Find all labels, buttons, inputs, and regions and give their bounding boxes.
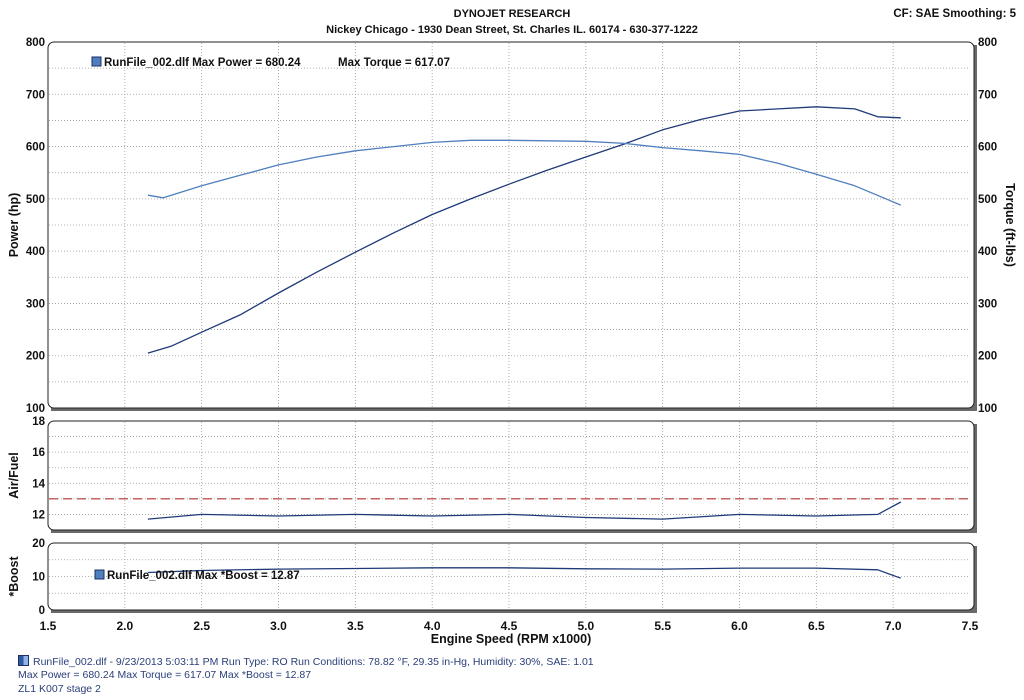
y-tick-label: 100 — [26, 403, 45, 415]
y-axis-label: *Boost — [7, 556, 21, 597]
x-tick-label: 4.5 — [501, 619, 518, 633]
y2-tick-label: 500 — [978, 194, 997, 206]
y2-tick-label: 300 — [978, 298, 997, 310]
legend-swatch — [91, 56, 102, 67]
y2-tick-label: 200 — [978, 351, 997, 363]
y-tick-label: 700 — [26, 89, 45, 101]
y-tick-label: 400 — [26, 246, 45, 258]
y-axis-label: Air/Fuel — [7, 452, 21, 499]
x-tick-label: 3.5 — [347, 619, 364, 633]
x-tick-label: 6.5 — [808, 619, 825, 633]
legend-entry: RunFile_002.dlf Max Power = 680.24 — [104, 57, 301, 69]
y2-tick-label: 400 — [978, 246, 997, 258]
x-axis-label: Engine Speed (RPM x1000) — [431, 632, 591, 646]
footer-line-1: RunFile_002.dlf - 9/23/2013 5:03:11 PM R… — [33, 656, 594, 668]
y-tick-label: 500 — [26, 194, 45, 206]
boost-series-line — [147, 567, 902, 579]
x-tick-label: 7.5 — [962, 619, 979, 633]
x-tick-label: 2.5 — [193, 619, 210, 633]
y2-tick-label: 600 — [978, 142, 997, 154]
x-tick-label: 2.0 — [116, 619, 133, 633]
x-tick-label: 3.0 — [270, 619, 287, 633]
y2-tick-label: 100 — [978, 403, 997, 415]
x-tick-label: 4.0 — [424, 619, 441, 633]
y-tick-label: 20 — [32, 538, 45, 550]
y-tick-label: 300 — [26, 298, 45, 310]
x-tick-label: 5.0 — [577, 619, 594, 633]
correction-factor-label: CF: SAE Smoothing: 5 — [893, 8, 1016, 20]
legend-entry: RunFile_002.dlf Max *Boost = 12.87 — [107, 570, 300, 582]
y-tick-label: 18 — [32, 416, 45, 428]
y-tick-label: 10 — [32, 572, 45, 584]
y-tick-label: 16 — [32, 447, 45, 459]
y2-tick-label: 800 — [978, 37, 997, 49]
chart-subtitle: Nickey Chicago - 1930 Dean Street, St. C… — [326, 24, 698, 36]
y-tick-label: 200 — [26, 351, 45, 363]
y-tick-label: 600 — [26, 142, 45, 154]
y-tick-label: 800 — [26, 37, 45, 49]
legend-entry: Max Torque = 617.07 — [338, 57, 450, 69]
torque-series-line — [147, 139, 902, 206]
x-tick-label: 1.5 — [40, 619, 57, 633]
footer-max-values: Max Power = 680.24 Max Torque = 617.07 M… — [18, 669, 312, 681]
footer-description: ZL1 K007 stage 2 — [18, 683, 101, 695]
y2-axis-label: Torque (ft-lbs) — [1003, 183, 1017, 267]
legend-swatch — [94, 569, 105, 580]
y-axis-label: Power (hp) — [7, 193, 21, 258]
x-tick-label: 5.5 — [654, 619, 671, 633]
x-tick-label: 6.0 — [731, 619, 748, 633]
y-tick-label: 0 — [39, 605, 45, 617]
y-tick-label: 12 — [32, 509, 45, 521]
chart-title: DYNOJET RESEARCH — [453, 8, 571, 20]
y2-tick-label: 700 — [978, 89, 997, 101]
power-series-line — [147, 106, 901, 354]
x-tick-label: 7.0 — [885, 619, 902, 633]
y-tick-label: 14 — [32, 478, 45, 490]
run-file-icon — [18, 655, 29, 666]
footer-run-info: RunFile_002.dlf - 9/23/2013 5:03:11 PM R… — [18, 655, 594, 668]
panel-frame — [47, 420, 975, 531]
afr-series-line — [147, 501, 902, 520]
